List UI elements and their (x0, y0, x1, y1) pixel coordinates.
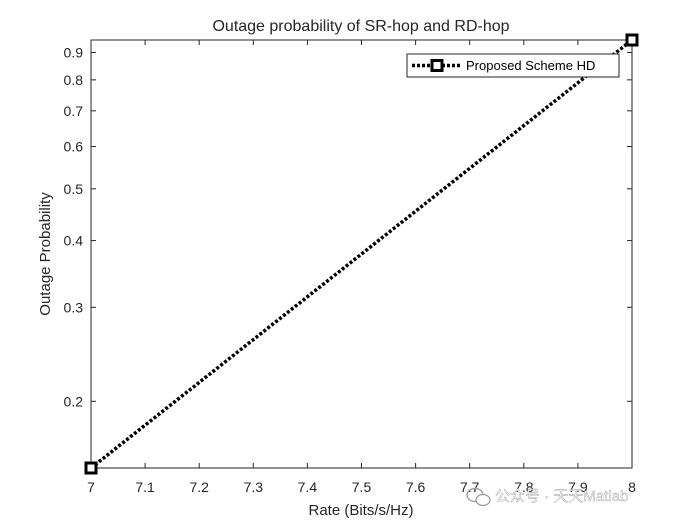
x-axis-ticks: 7 7.1 7.2 7.3 7.4 7.5 7.6 7.7 7.8 7.9 8 (87, 40, 636, 495)
legend: Proposed Scheme HD (406, 53, 620, 78)
chart-title: Outage probability of SR-hop and RD-hop (212, 18, 509, 35)
y-tick-label: 0.4 (64, 233, 84, 249)
wechat-icon (466, 487, 491, 507)
x-tick-label: 7 (87, 479, 95, 495)
y-tick-label: 0.6 (64, 139, 84, 155)
series-point (625, 33, 639, 47)
x-tick-label: 7.2 (189, 479, 209, 495)
x-tick-label: 7.1 (135, 479, 155, 495)
legend-box (406, 53, 620, 78)
y-axis-ticks: 0.2 0.3 0.4 0.5 0.6 0.7 0.8 0.9 (64, 45, 632, 409)
x-tick-label: 7.8 (514, 479, 534, 495)
x-tick-label: 7.3 (244, 479, 264, 495)
x-tick-label: 7.9 (568, 479, 588, 495)
x-tick-label: 7.4 (298, 479, 318, 495)
series-layer (84, 33, 639, 475)
watermark: 公众号 · 天天Matlab (466, 487, 629, 507)
y-tick-label: 0.2 (64, 393, 84, 409)
y-tick-label: 0.5 (64, 181, 84, 197)
x-tick-label: 7.6 (406, 479, 426, 495)
y-tick-label: 0.9 (64, 45, 84, 61)
x-tick-label: 8 (628, 479, 636, 495)
y-tick-label: 0.3 (64, 299, 84, 315)
legend-label: Proposed Scheme HD (466, 58, 595, 73)
series-point (84, 461, 98, 475)
y-tick-label: 0.8 (64, 72, 84, 88)
y-axis-label: Outage Probability (37, 192, 54, 316)
x-tick-label: 7.5 (352, 479, 372, 495)
x-tick-label: 7.7 (460, 479, 480, 495)
legend-marker-square (430, 59, 444, 72)
plot-area (90, 39, 633, 469)
y-tick-label: 0.7 (64, 103, 84, 119)
watermark-text: 公众号 · 天天Matlab (495, 488, 628, 505)
x-axis-label: Rate (Bits/s/Hz) (308, 502, 413, 519)
